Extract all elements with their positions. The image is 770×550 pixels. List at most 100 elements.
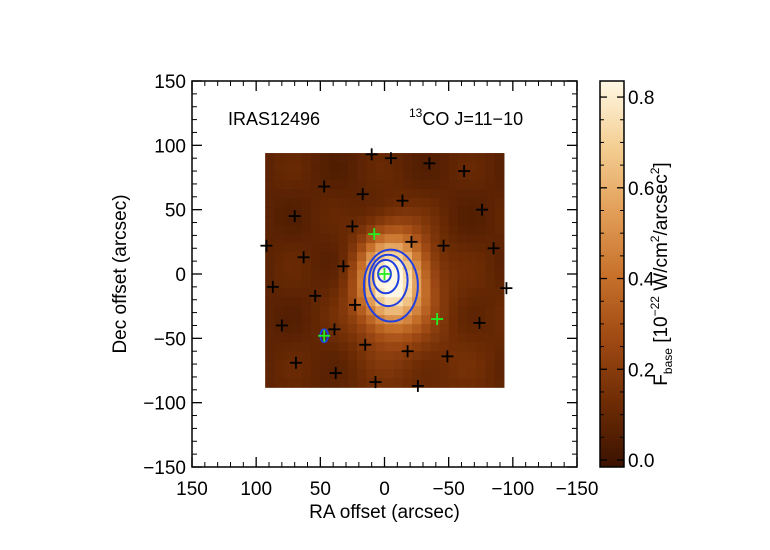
heatmap-cell bbox=[421, 216, 431, 226]
heatmap-cell bbox=[421, 252, 431, 262]
heatmap-cell bbox=[494, 225, 505, 235]
heatmap-cell bbox=[338, 180, 349, 190]
heatmap-cell bbox=[338, 369, 349, 379]
heatmap-cell bbox=[448, 315, 459, 325]
x-tick-label: −50 bbox=[433, 479, 465, 500]
heatmap-cell bbox=[402, 243, 413, 253]
heatmap-cell bbox=[375, 198, 386, 208]
heatmap-cell bbox=[467, 243, 477, 253]
heatmap-cell bbox=[292, 333, 303, 343]
heatmap-cell bbox=[356, 180, 367, 190]
heatmap-cell bbox=[467, 180, 477, 190]
heatmap-cell bbox=[448, 351, 459, 361]
heatmap-cell bbox=[283, 243, 294, 253]
heatmap-cell bbox=[292, 270, 303, 280]
heatmap-cell bbox=[439, 324, 450, 334]
heatmap-cell bbox=[347, 333, 358, 343]
heatmap-cell bbox=[265, 270, 275, 280]
heatmap-cell bbox=[366, 369, 376, 379]
heatmap-cell bbox=[292, 243, 303, 253]
heatmap-cell bbox=[476, 288, 487, 298]
heatmap-cell bbox=[393, 333, 404, 343]
heatmap-cell bbox=[384, 252, 395, 262]
heatmap-cell bbox=[448, 198, 459, 208]
heatmap-cell bbox=[421, 162, 431, 172]
heatmap-cell bbox=[301, 369, 312, 379]
pointing-marker bbox=[309, 289, 322, 302]
heatmap-cell bbox=[494, 153, 505, 163]
heatmap-cell bbox=[430, 207, 441, 217]
heatmap-cell bbox=[467, 333, 477, 343]
heatmap-cell bbox=[448, 333, 459, 343]
heatmap-cell bbox=[467, 261, 477, 271]
pointing-marker bbox=[337, 260, 350, 273]
y-tick-label: −50 bbox=[154, 329, 186, 350]
heatmap-cell bbox=[366, 333, 376, 343]
pointing-marker bbox=[348, 298, 361, 311]
x-tick-label: 100 bbox=[240, 479, 272, 500]
heatmap-cell bbox=[366, 234, 376, 244]
heatmap-cell bbox=[320, 306, 331, 316]
heatmap-cell bbox=[457, 261, 468, 271]
heatmap-cell bbox=[439, 189, 450, 199]
contour-level-2 bbox=[371, 258, 400, 295]
heatmap-cell bbox=[457, 360, 468, 370]
heatmap-cell bbox=[421, 324, 431, 334]
heatmap-cell bbox=[320, 261, 331, 271]
heatmap-cell bbox=[320, 198, 331, 208]
heatmap-cell bbox=[366, 315, 376, 325]
heatmap-cell bbox=[430, 243, 441, 253]
heatmap-cell bbox=[402, 225, 413, 235]
heatmap-cell bbox=[485, 234, 496, 244]
heatmap-cell bbox=[265, 171, 275, 181]
heatmap-cell bbox=[393, 162, 404, 172]
heatmap-cell bbox=[485, 171, 496, 181]
heatmap-cell bbox=[274, 378, 285, 388]
heatmap-cell bbox=[439, 261, 450, 271]
heatmap-cell bbox=[494, 324, 505, 334]
heatmap-cell bbox=[412, 315, 422, 325]
line-label-text: CO J=11−10 bbox=[422, 109, 523, 129]
heatmap-cell bbox=[412, 351, 422, 361]
heatmap-cell bbox=[265, 333, 275, 343]
heatmap-cell bbox=[485, 342, 496, 352]
heatmap-cell bbox=[476, 252, 487, 262]
heatmap-cell bbox=[283, 234, 294, 244]
heatmap-cell bbox=[494, 369, 505, 379]
colorbar-tick-label: 0.0 bbox=[628, 451, 654, 472]
heatmap-cell bbox=[375, 279, 386, 289]
heatmap-cell bbox=[402, 306, 413, 316]
heatmap-cell bbox=[265, 378, 275, 388]
heatmap-cell bbox=[338, 207, 349, 217]
heatmap-cell bbox=[292, 225, 303, 235]
heatmap-cell bbox=[356, 369, 367, 379]
heatmap-cell bbox=[439, 369, 450, 379]
heatmap-cell bbox=[329, 189, 340, 199]
heatmap-cell bbox=[439, 225, 450, 235]
heatmap-cell bbox=[476, 351, 487, 361]
heatmap-cell bbox=[274, 171, 285, 181]
pointing-marker bbox=[346, 220, 359, 233]
cb-label-unit-open: [10 bbox=[651, 316, 672, 348]
heatmap-cell bbox=[320, 333, 331, 343]
heatmap-cell bbox=[283, 333, 294, 343]
heatmap-cell bbox=[329, 342, 340, 352]
heatmap-cell bbox=[467, 270, 477, 280]
heatmap-cell bbox=[430, 297, 441, 307]
heatmap-cell bbox=[476, 315, 487, 325]
heatmap-cell bbox=[412, 333, 422, 343]
heatmap-cell bbox=[311, 360, 321, 370]
colorbar-ticks: 0.0 0.2 0.4 0.6 0.8 bbox=[600, 88, 655, 472]
heatmap bbox=[265, 153, 505, 388]
pointing-marker bbox=[405, 235, 418, 248]
heatmap-cell bbox=[485, 279, 496, 289]
pointing-marker bbox=[384, 152, 397, 165]
heatmap-cell bbox=[430, 378, 441, 388]
heatmap-cell bbox=[421, 198, 431, 208]
heatmap-cell bbox=[412, 297, 422, 307]
heatmap-cell bbox=[384, 189, 395, 199]
heatmap-cell bbox=[283, 378, 294, 388]
heatmap-cell bbox=[329, 252, 340, 262]
pointing-marker bbox=[396, 194, 409, 207]
